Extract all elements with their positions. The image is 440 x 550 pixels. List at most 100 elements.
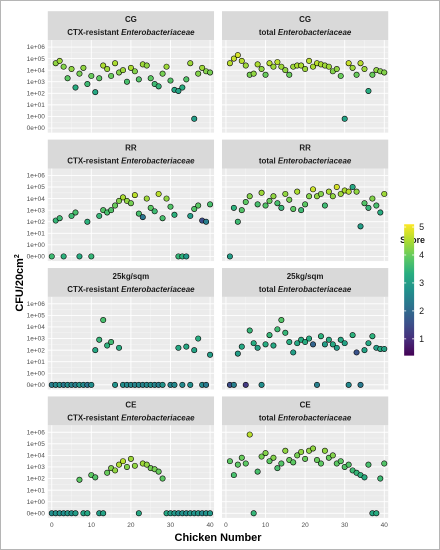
data-point bbox=[88, 381, 95, 388]
data-point bbox=[175, 344, 182, 351]
data-point bbox=[341, 340, 348, 347]
x-tick-label: 30 bbox=[167, 522, 175, 529]
data-point bbox=[226, 253, 233, 260]
strip-background bbox=[221, 11, 389, 41]
panel-rr-total: RR total Enterobacteriaceae bbox=[221, 139, 389, 262]
panel-group-label: 25kg/sqm bbox=[113, 272, 150, 281]
data-point bbox=[135, 76, 142, 83]
x-tick-label: 40 bbox=[381, 522, 389, 529]
data-point bbox=[282, 67, 289, 74]
x-axis-title: Chicken Number bbox=[175, 532, 263, 544]
panel-subtitle-taxon: Enterobacteriaceae bbox=[121, 28, 195, 37]
data-point bbox=[159, 70, 166, 77]
data-point bbox=[108, 339, 115, 346]
data-point bbox=[345, 188, 352, 195]
y-tick-label: 1e+04 bbox=[27, 324, 46, 331]
panel-subtitle: CTX-resistant Enterobacteriaceae bbox=[67, 28, 195, 37]
y-tick-label: 1e+00 bbox=[27, 114, 46, 121]
panel-ce-ctx-resistant: CE CTX-resistant Enterobacteriaceae 0e+00 1… bbox=[27, 396, 214, 529]
data-point bbox=[286, 71, 293, 78]
panel-strip: RR total Enterobacteriaceae bbox=[221, 139, 389, 169]
data-point bbox=[321, 447, 328, 454]
data-point bbox=[238, 454, 245, 461]
data-point bbox=[84, 510, 91, 517]
data-point bbox=[116, 344, 123, 351]
data-point bbox=[258, 453, 265, 460]
y-tick-label: 1e+06 bbox=[27, 429, 46, 436]
y-tick-label: 1e+03 bbox=[27, 207, 46, 214]
data-point bbox=[120, 67, 126, 74]
data-point bbox=[294, 188, 301, 195]
data-point bbox=[234, 218, 241, 225]
panel-rr-ctx-resistant: RR CTX-resistant Enterobacteriaceae 0e+00 1… bbox=[27, 139, 215, 262]
data-point bbox=[56, 215, 63, 222]
y-tick-label: 0e+00 bbox=[27, 254, 46, 261]
data-point bbox=[96, 336, 103, 343]
data-point bbox=[64, 75, 71, 82]
data-point bbox=[302, 455, 309, 462]
panel-strip: CE total Enterobacteriaceae bbox=[221, 396, 389, 426]
data-point bbox=[131, 68, 138, 75]
data-point bbox=[179, 84, 186, 91]
data-point bbox=[187, 381, 194, 388]
data-point bbox=[171, 381, 178, 388]
data-point bbox=[254, 61, 261, 68]
data-point bbox=[282, 329, 289, 336]
data-point bbox=[131, 192, 138, 199]
y-tick-label: 1e+01 bbox=[27, 487, 46, 494]
data-point bbox=[230, 381, 237, 388]
data-point bbox=[333, 184, 340, 190]
y-axis-title-exponent: 2 bbox=[14, 254, 21, 258]
data-point bbox=[112, 60, 119, 67]
panel-subtitle-prefix: CTX-resistant bbox=[67, 413, 121, 422]
panel-subtitle-taxon: Enterobacteriaceae bbox=[278, 285, 352, 294]
strip-background bbox=[47, 11, 215, 41]
data-point bbox=[337, 72, 344, 79]
data-point bbox=[294, 452, 301, 459]
y-tick-label: 1e+03 bbox=[27, 79, 46, 86]
data-point bbox=[230, 472, 237, 479]
data-point bbox=[203, 381, 210, 388]
x-tick-label: 40 bbox=[206, 522, 214, 529]
data-point bbox=[155, 190, 162, 197]
y-tick-label: 1e+05 bbox=[27, 313, 46, 320]
data-point bbox=[234, 52, 241, 59]
panel-subtitle-prefix: CTX-resistant bbox=[67, 285, 121, 294]
data-point bbox=[120, 458, 126, 465]
data-point bbox=[266, 458, 273, 465]
data-point bbox=[242, 62, 249, 69]
data-point bbox=[175, 88, 182, 94]
data-point bbox=[72, 84, 79, 91]
data-point bbox=[266, 197, 273, 204]
data-point bbox=[345, 381, 352, 388]
data-point bbox=[274, 200, 281, 207]
data-point bbox=[76, 253, 83, 260]
y-tick-label: 1e+01 bbox=[27, 230, 46, 237]
data-point bbox=[250, 510, 257, 517]
panels: CG CTX-resistant Enterobacteriaceae 0e+00 1… bbox=[27, 11, 389, 529]
y-tick-label: 1e+00 bbox=[27, 499, 46, 506]
data-point bbox=[84, 81, 91, 88]
data-point bbox=[159, 215, 166, 222]
panel-subtitle: total Enterobacteriaceae bbox=[259, 285, 352, 294]
y-tick-label: 0e+00 bbox=[27, 125, 46, 132]
y-tick-label: 1e+04 bbox=[27, 196, 46, 203]
y-tick-label: 1e+04 bbox=[27, 67, 46, 74]
data-point bbox=[317, 333, 324, 340]
x-tick-label: 30 bbox=[341, 522, 349, 529]
data-point bbox=[333, 344, 340, 351]
panel-subtitle: total Enterobacteriaceae bbox=[259, 413, 352, 422]
data-point bbox=[207, 351, 214, 358]
data-point bbox=[298, 62, 305, 69]
data-point bbox=[191, 206, 198, 212]
data-point bbox=[373, 510, 380, 517]
data-point bbox=[203, 218, 210, 225]
data-point bbox=[163, 195, 170, 202]
data-point bbox=[183, 76, 190, 83]
data-point bbox=[183, 253, 190, 260]
data-point bbox=[329, 452, 336, 459]
panel-subtitle-taxon: Enterobacteriaceae bbox=[278, 157, 352, 166]
panel-group-label: RR bbox=[299, 144, 311, 153]
data-point bbox=[278, 204, 285, 211]
data-point bbox=[250, 70, 257, 77]
